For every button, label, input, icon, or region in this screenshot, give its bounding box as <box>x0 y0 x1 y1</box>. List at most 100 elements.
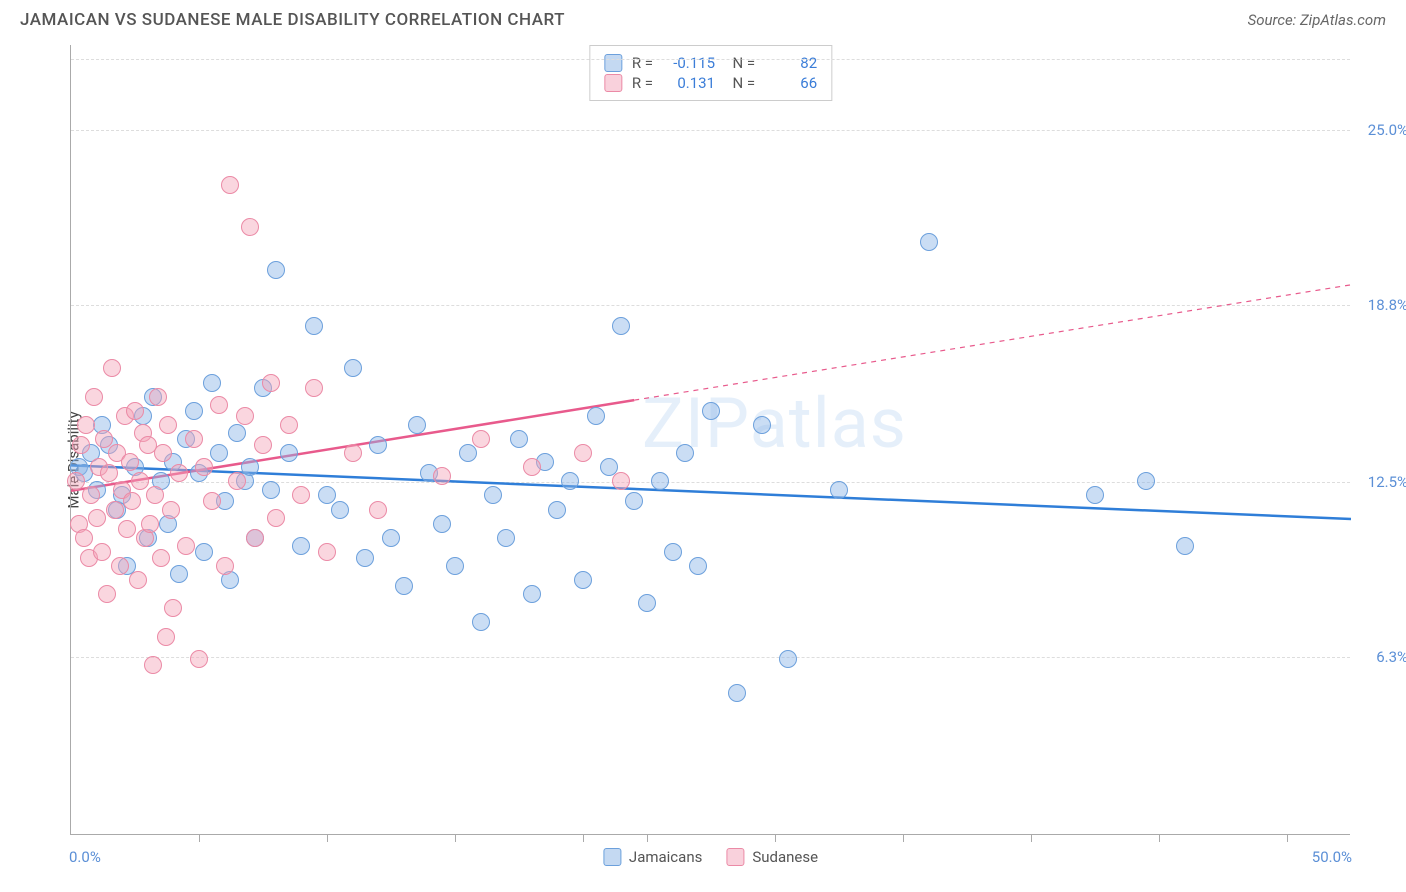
legend-n-label: N = <box>725 54 755 72</box>
legend-r-value-jamaicans: -0.115 <box>663 54 715 72</box>
scatter-point <box>612 317 630 335</box>
y-tick-label: 12.5% <box>1368 473 1406 491</box>
scatter-point <box>625 492 643 510</box>
scatter-point <box>82 486 100 504</box>
scatter-point <box>185 430 203 448</box>
scatter-point <box>67 472 85 490</box>
scatter-point <box>170 464 188 482</box>
scatter-point <box>118 520 136 538</box>
x-tick <box>583 834 584 842</box>
legend-n-label: N = <box>725 74 755 92</box>
scatter-point <box>753 416 771 434</box>
legend-series: Jamaicans Sudanese <box>603 848 818 866</box>
legend-row-sudanese: R = 0.131 N = 66 <box>604 74 817 92</box>
scatter-point <box>262 481 280 499</box>
scatter-point <box>561 472 579 490</box>
scatter-point <box>121 453 139 471</box>
scatter-point <box>162 501 180 519</box>
scatter-point <box>1176 537 1194 555</box>
scatter-point <box>612 472 630 490</box>
scatter-point <box>331 501 349 519</box>
legend-n-value-sudanese: 66 <box>765 74 817 92</box>
chart-title: JAMAICAN VS SUDANESE MALE DISABILITY COR… <box>20 10 565 30</box>
scatter-point <box>103 359 121 377</box>
chart-container: Male Disability ZIPatlas R = -0.115 N = … <box>20 45 1386 875</box>
scatter-point <box>433 467 451 485</box>
x-tick <box>775 834 776 842</box>
scatter-point <box>100 464 118 482</box>
legend-n-value-jamaicans: 82 <box>765 54 817 72</box>
legend-swatch-blue <box>603 848 621 866</box>
x-tick <box>903 834 904 842</box>
scatter-point <box>356 549 374 567</box>
scatter-point <box>369 501 387 519</box>
scatter-point <box>93 543 111 561</box>
scatter-point <box>267 261 285 279</box>
scatter-point <box>408 416 426 434</box>
scatter-point <box>190 650 208 668</box>
scatter-point <box>830 481 848 499</box>
scatter-point <box>305 379 323 397</box>
scatter-point <box>318 543 336 561</box>
scatter-point <box>382 529 400 547</box>
scatter-point <box>228 424 246 442</box>
source-attribution: Source: ZipAtlas.com <box>1248 11 1386 29</box>
scatter-point <box>123 492 141 510</box>
legend-label-sudanese: Sudanese <box>752 848 818 866</box>
scatter-point <box>638 594 656 612</box>
scatter-point <box>280 444 298 462</box>
legend-correlation-box: R = -0.115 N = 82 R = 0.131 N = 66 <box>589 45 832 101</box>
y-tick-label: 18.8% <box>1368 296 1406 314</box>
x-tick <box>1031 834 1032 842</box>
y-tick-label: 25.0% <box>1368 121 1406 139</box>
scatter-point <box>262 374 280 392</box>
gridline <box>71 130 1350 131</box>
scatter-point <box>587 407 605 425</box>
scatter-point <box>510 430 528 448</box>
scatter-point <box>98 585 116 603</box>
scatter-point <box>664 543 682 561</box>
scatter-point <box>305 317 323 335</box>
scatter-point <box>484 486 502 504</box>
scatter-point <box>106 501 124 519</box>
scatter-point <box>203 374 221 392</box>
scatter-point <box>728 684 746 702</box>
scatter-point <box>459 444 477 462</box>
scatter-point <box>75 529 93 547</box>
scatter-point <box>203 492 221 510</box>
scatter-point <box>920 233 938 251</box>
x-tick <box>455 834 456 842</box>
scatter-point <box>523 585 541 603</box>
scatter-point <box>77 416 95 434</box>
scatter-point <box>141 515 159 533</box>
scatter-point <box>216 557 234 575</box>
scatter-point <box>185 402 203 420</box>
legend-item-jamaicans: Jamaicans <box>603 848 702 866</box>
scatter-point <box>149 388 167 406</box>
scatter-point <box>497 529 515 547</box>
x-tick <box>1159 834 1160 842</box>
legend-swatch-pink <box>604 74 622 92</box>
legend-row-jamaicans: R = -0.115 N = 82 <box>604 54 817 72</box>
legend-item-sudanese: Sudanese <box>726 848 818 866</box>
scatter-point <box>126 402 144 420</box>
scatter-point <box>292 486 310 504</box>
trendline-dashed <box>634 285 1351 400</box>
scatter-point <box>195 543 213 561</box>
scatter-point <box>1086 486 1104 504</box>
legend-swatch-blue <box>604 54 622 72</box>
scatter-point <box>779 650 797 668</box>
scatter-point <box>152 549 170 567</box>
x-tick <box>647 834 648 842</box>
scatter-point <box>144 656 162 674</box>
scatter-point <box>241 218 259 236</box>
scatter-point <box>395 577 413 595</box>
scatter-point <box>267 509 285 527</box>
scatter-point <box>676 444 694 462</box>
scatter-point <box>246 529 264 547</box>
scatter-point <box>85 388 103 406</box>
scatter-point <box>72 436 90 454</box>
scatter-point <box>241 458 259 476</box>
scatter-point <box>472 430 490 448</box>
scatter-point <box>574 571 592 589</box>
